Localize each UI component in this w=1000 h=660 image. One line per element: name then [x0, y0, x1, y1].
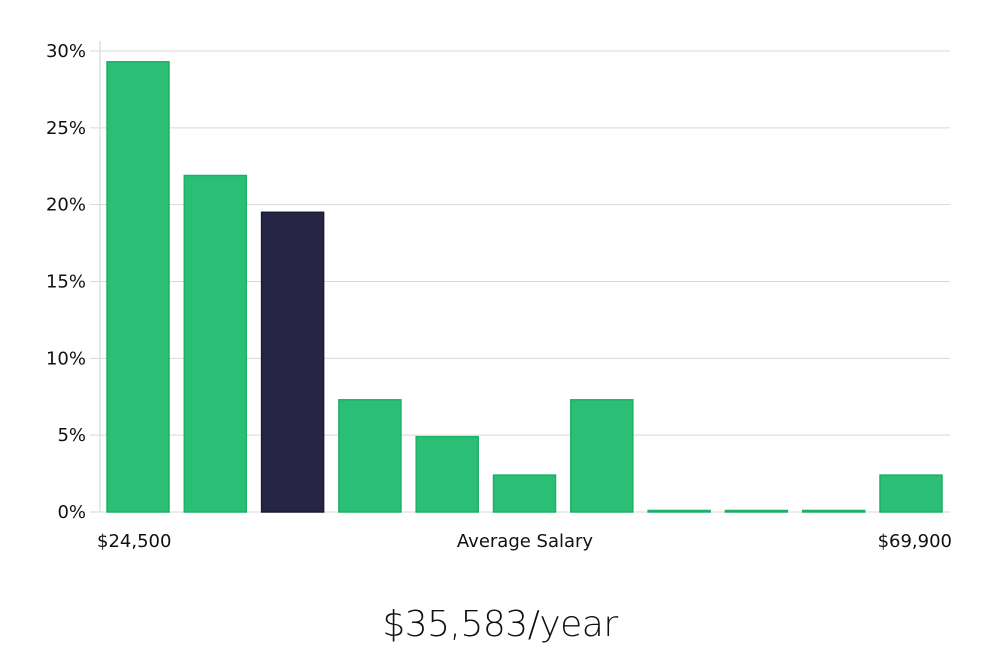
bar[interactable]	[724, 509, 789, 513]
bar[interactable]	[415, 435, 479, 513]
x-min-label: $24,500	[97, 531, 171, 552]
x-axis: $24,500 Average Salary $69,900	[97, 531, 952, 552]
average-salary-value: $35,583/year	[382, 604, 618, 645]
bar[interactable]	[570, 399, 634, 513]
bar[interactable]	[801, 509, 866, 513]
bar[interactable]	[183, 174, 248, 513]
y-tick-label: 5%	[57, 425, 86, 446]
x-max-label: $69,900	[878, 531, 952, 552]
bar[interactable]	[492, 474, 557, 513]
y-tick-label: 10%	[46, 348, 86, 369]
y-tick-label: 15%	[46, 272, 86, 293]
x-axis-title: Average Salary	[457, 531, 594, 552]
bars	[106, 61, 943, 513]
bar-highlighted[interactable]	[260, 211, 325, 513]
y-tick-label: 20%	[46, 195, 86, 216]
histogram-svg: 0% 5% 10% 15% 20% 25% 30% $24,500 Average Sala…	[46, 41, 952, 552]
bar[interactable]	[879, 474, 943, 513]
y-tick-label: 25%	[46, 118, 86, 139]
y-axis-ticks: 0% 5% 10% 15% 20% 25% 30%	[46, 41, 86, 523]
bar[interactable]	[106, 61, 170, 513]
y-tick-label: 30%	[46, 41, 86, 62]
y-tick-label: 0%	[57, 502, 86, 523]
bar[interactable]	[338, 399, 402, 513]
bar[interactable]	[647, 509, 711, 513]
salary-histogram: 0% 5% 10% 15% 20% 25% 30% $24,500 Average Sala…	[46, 41, 952, 552]
